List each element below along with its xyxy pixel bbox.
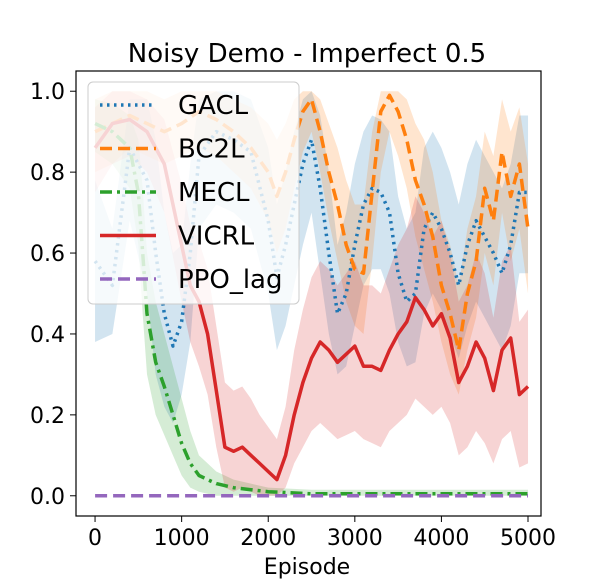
x-tick-label: 2000 <box>240 526 296 551</box>
x-tick-label: 1000 <box>154 526 210 551</box>
legend-box <box>87 81 300 305</box>
x-axis-ticks: 0 1000 2000 3000 4000 5000 <box>88 516 556 551</box>
y-tick-label: 1.0 <box>30 80 65 105</box>
y-tick-label: 0.6 <box>30 242 65 267</box>
legend-label-vicrl: VICRL <box>178 222 255 252</box>
y-tick-label: 0.4 <box>30 323 65 348</box>
chart-title: Noisy Demo - Imperfect 0.5 <box>128 39 486 69</box>
series-line-vicrl <box>93 117 530 482</box>
legend: GACL BC2L MECL VICRL PPO_lag <box>87 81 300 305</box>
y-axis-ticks: 0.0 0.2 0.4 0.6 0.8 1.0 <box>30 80 76 510</box>
x-axis-label: Episode <box>264 555 350 580</box>
band-bc2l <box>95 91 529 395</box>
series-line-gacl <box>93 129 528 348</box>
legend-label-gacl: GACL <box>178 91 249 121</box>
legend-label-ppo-lag: PPO_lag <box>178 265 282 295</box>
x-tick-label: 0 <box>88 526 102 551</box>
x-tick-label: 3000 <box>327 526 383 551</box>
band-vicrl <box>95 91 529 496</box>
legend-label-bc2l: BC2L <box>178 135 245 165</box>
y-tick-label: 0.0 <box>30 485 65 510</box>
plot-frame <box>75 70 542 517</box>
x-tick-label: 5000 <box>500 526 556 551</box>
y-tick-label: 0.2 <box>30 404 65 429</box>
y-tick-label: 0.8 <box>30 161 65 186</box>
x-tick-label: 4000 <box>413 526 469 551</box>
legend-label-mecl: MECL <box>178 178 250 208</box>
